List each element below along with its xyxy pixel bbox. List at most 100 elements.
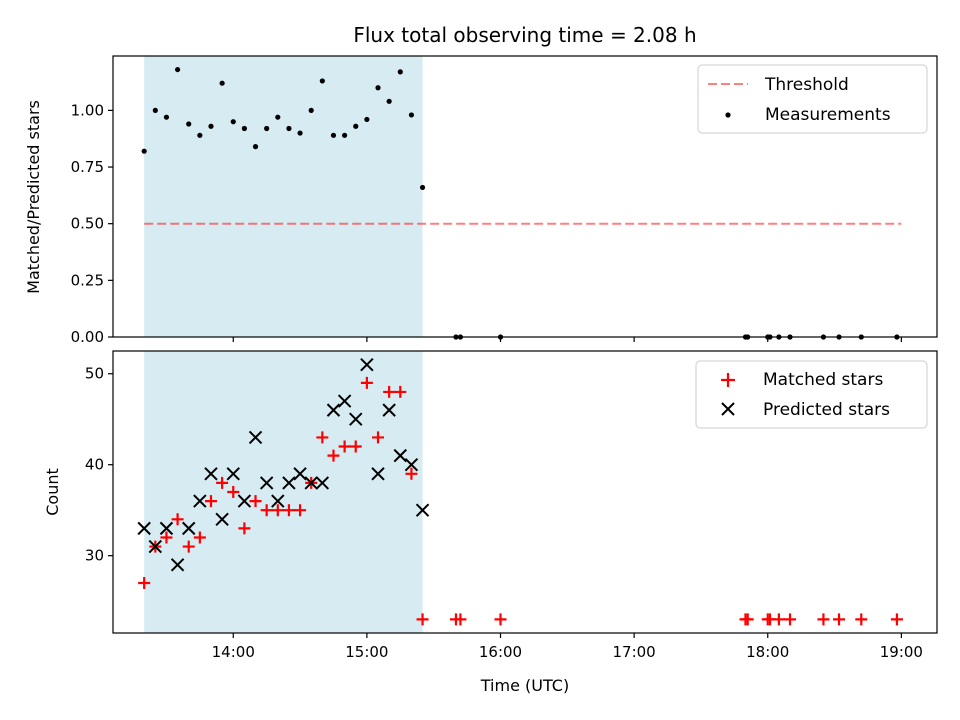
predicted-star-point [226,467,240,481]
bottom-y-axis-label: Count [43,468,62,516]
measurement-point [308,107,314,113]
matched-star-point [227,486,240,498]
measurement-point [330,132,337,138]
matched-star-point [394,385,407,398]
top-y-axis-label: Matched/Predicted stars [24,100,43,294]
measurement-point [286,125,292,132]
measurement-point [197,132,203,138]
matched-star-point [741,613,754,626]
matched-star-point [294,504,307,517]
predicted-star-point [259,476,274,490]
predicted-star-point [304,476,318,490]
matched-star-point [349,440,362,453]
predicted-star-point [337,394,352,408]
predicted-star-point [293,467,307,481]
predicted-star-point [137,521,151,536]
legend-predicted-swatch [721,402,735,416]
predicted-star-point [393,448,407,463]
bottom-y-tick-label: 30 [85,547,104,565]
bottom-y-tick-label: 40 [85,456,104,474]
matched-star-point [416,613,429,626]
matched-star-point [160,531,173,544]
bottom-plot-frame [112,350,938,634]
matched-star-point [772,613,785,626]
bottom-legend-box [695,360,928,429]
measurement-point [163,114,170,120]
measurement-point [364,116,370,123]
matched-star-point [138,576,151,589]
top-y-ticks: 0.00 0.25 0.50 0.75 1.00 [71,101,113,346]
bottom-y-ticks: 30 40 50 [85,365,113,565]
matched-star-point [890,613,903,626]
matched-star-point [383,385,396,398]
predicted-star-point [182,521,196,536]
top-panel: 0.00 0.25 0.50 0.75 1.00 Matched/Predicted s… [24,55,938,346]
top-y-tick-label: 0.50 [71,215,104,233]
matched-star-point [216,476,229,489]
bottom-legend: Matched stars Predicted stars [695,360,928,429]
top-legend: Threshold Measurements [697,64,928,134]
predicted-star-point [360,357,374,372]
predicted-star-point [271,494,285,508]
top-y-tick-label: 0.00 [71,328,104,346]
measurement-point [141,148,147,154]
bottom-x-tick-label: 17:00 [613,643,656,661]
predicted-star-point [349,412,363,426]
predicted-star-point [415,503,430,517]
measurement-point [408,112,415,118]
matched-star-point [282,504,295,517]
bottom-shaded-interval [144,351,423,633]
matched-star-point [316,431,329,444]
predicted-star-point [248,430,263,445]
x-axis-label: Time (UTC) [480,676,569,695]
matched-star-point [833,613,846,626]
top-shaded-interval [144,56,423,337]
legend-predicted-label: Predicted stars [763,400,890,420]
measurement-point [230,119,236,125]
bottom-y-tick-label: 50 [85,365,104,383]
chart-title: Flux total observing time = 2.08 h [353,23,696,47]
matched-star-point [338,440,351,453]
predicted-star-point [315,476,330,490]
legend-threshold-label: Threshold [764,75,849,95]
legend-matched-swatch [721,373,735,387]
matched-star-point [238,522,251,535]
top-plot-frame [112,55,938,338]
measurement-point [208,123,214,129]
bottom-panel: 30 40 50 14:00 15:00 16:00 17:00 18:00 19:00 Co… [43,350,938,695]
matched-star-point [855,613,868,626]
predicted-star-point [159,521,174,536]
measurement-point [375,85,381,91]
measurement-point [219,80,225,86]
matched-star-point [405,467,418,480]
matched-star-point [182,540,195,553]
predicted-star-point [148,539,163,554]
top-y-tick-label: 0.25 [71,271,104,289]
top-legend-box [697,64,928,134]
measurement-point [419,184,426,191]
measurement-point [353,123,359,129]
top-y-tick-label: 0.75 [71,158,104,176]
bottom-x-tick-label: 19:00 [880,643,923,661]
measurement-point [386,98,392,104]
matched-stars-points [138,376,903,626]
predicted-star-point [326,403,341,417]
measurement-point [275,114,281,120]
predicted-star-point [371,467,385,481]
top-y-tick-label: 1.00 [71,101,104,119]
measurement-point [252,144,259,150]
measurement-point [174,66,181,73]
predicted-star-point [193,494,207,508]
bottom-x-tick-label: 15:00 [345,643,388,661]
predicted-star-point [204,467,218,481]
measurement-point [186,121,192,127]
predicted-star-point [237,494,252,508]
bottom-x-tick-label: 18:00 [746,643,789,661]
measurement-point [297,130,303,136]
measurement-point [319,78,325,84]
matched-star-point [360,376,373,389]
matched-star-point [454,613,467,626]
measurement-point [152,107,158,113]
matched-star-point [171,513,184,526]
